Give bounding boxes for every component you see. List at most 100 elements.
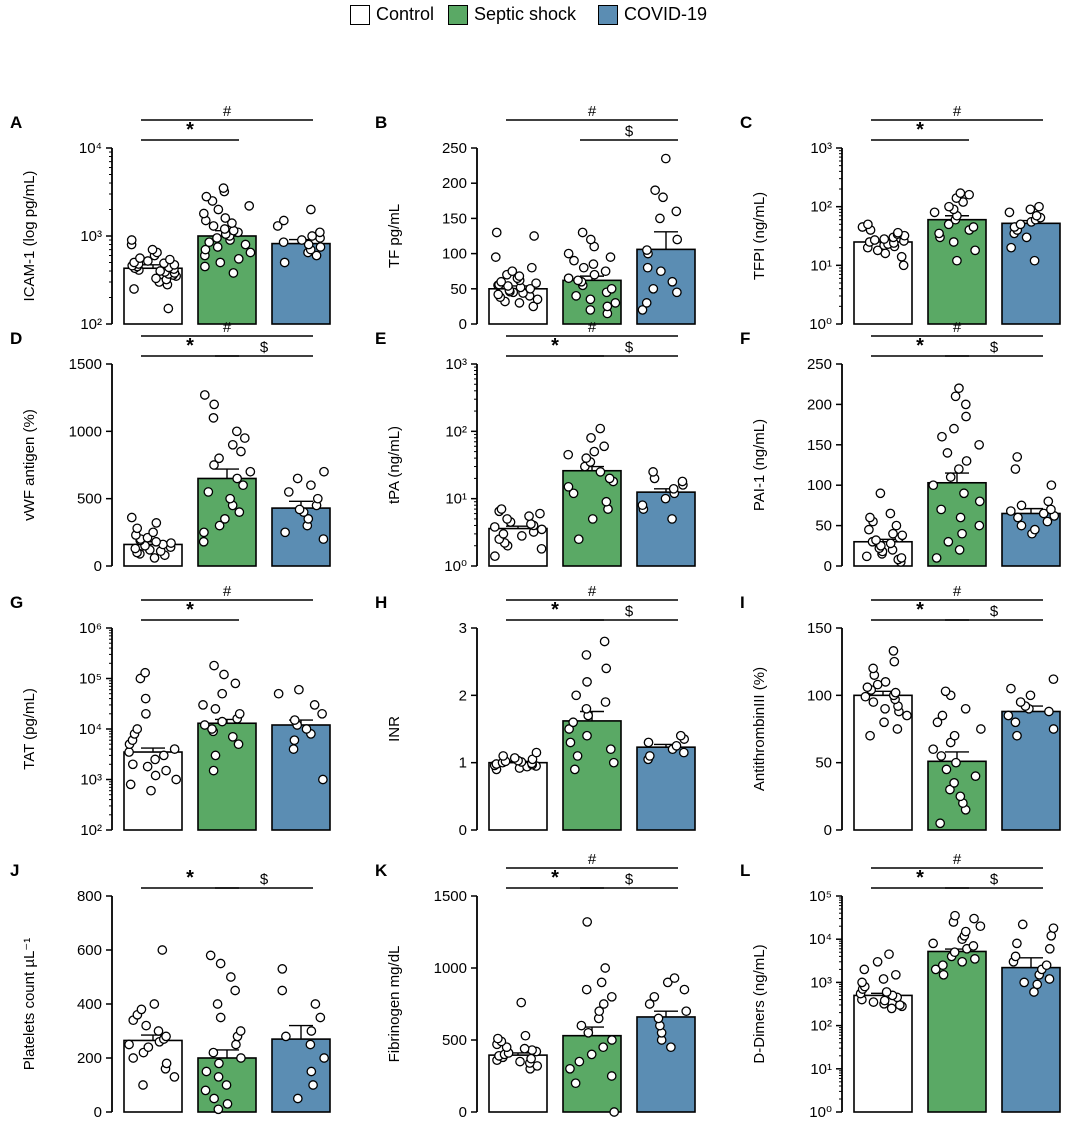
legend-item-control: Control bbox=[350, 4, 434, 25]
data-point bbox=[1043, 496, 1054, 507]
y-tick-label: 10⁰ bbox=[444, 558, 467, 575]
data-point bbox=[643, 737, 654, 748]
data-point bbox=[306, 1026, 317, 1036]
data-point bbox=[581, 984, 592, 995]
data-point bbox=[879, 234, 890, 244]
data-point bbox=[289, 735, 300, 746]
data-point bbox=[937, 431, 947, 442]
y-tick-label: 10⁰ bbox=[809, 1104, 832, 1121]
data-point bbox=[896, 553, 907, 563]
data-point bbox=[968, 941, 979, 951]
data-point bbox=[205, 950, 216, 961]
data-point bbox=[589, 446, 600, 457]
legend: Control Septic shock COVID-19 bbox=[0, 0, 1084, 30]
data-point bbox=[890, 687, 901, 698]
y-tick-label: 10² bbox=[810, 199, 832, 216]
data-point bbox=[868, 697, 879, 707]
data-point bbox=[210, 704, 221, 714]
data-point bbox=[1005, 506, 1016, 516]
data-point bbox=[132, 724, 143, 734]
y-tick-label: 10⁴ bbox=[79, 721, 102, 738]
y-axis-label: TFPI (ng/mL) bbox=[751, 192, 768, 280]
data-point bbox=[150, 770, 161, 781]
data-point bbox=[572, 751, 583, 761]
data-point bbox=[292, 473, 303, 484]
data-point bbox=[569, 255, 579, 266]
data-point bbox=[198, 700, 208, 710]
data-point bbox=[219, 224, 230, 234]
y-tick-label: 0 bbox=[94, 1104, 102, 1121]
data-point bbox=[214, 1058, 224, 1069]
data-point bbox=[889, 656, 900, 667]
data-point bbox=[1006, 683, 1016, 694]
data-point bbox=[514, 271, 525, 281]
y-tick-label: 10² bbox=[80, 822, 102, 839]
data-point bbox=[1038, 508, 1049, 519]
data-point bbox=[573, 275, 583, 286]
significance-symbol: * bbox=[186, 599, 194, 621]
significance-symbol: # bbox=[223, 319, 232, 336]
data-point bbox=[865, 512, 875, 523]
data-point bbox=[585, 305, 596, 315]
data-point bbox=[222, 1099, 233, 1109]
data-point bbox=[569, 764, 580, 775]
chart-panel-j: J 0 200 400 600 800 Platelets count µL⁻¹ * $ bbox=[10, 861, 331, 1121]
significance-symbol: * bbox=[916, 599, 924, 621]
data-point bbox=[1044, 943, 1055, 954]
data-point bbox=[585, 234, 596, 245]
legend-swatch-septic-shock bbox=[448, 4, 468, 25]
data-point bbox=[960, 926, 971, 937]
data-point bbox=[498, 529, 509, 539]
chart-panel-l: L 10⁰ 10¹ 10² 10³ 10⁴ 10⁵ D-Dimers (ng/mL) * $ # bbox=[740, 851, 1061, 1121]
data-point bbox=[214, 453, 224, 464]
data-point bbox=[1012, 938, 1022, 949]
data-point bbox=[884, 949, 894, 960]
data-point bbox=[209, 460, 219, 470]
data-point bbox=[301, 724, 312, 734]
data-point bbox=[642, 245, 652, 255]
data-point bbox=[272, 221, 283, 231]
legend-item-covid-19: COVID-19 bbox=[598, 4, 707, 25]
data-point bbox=[318, 534, 329, 544]
data-point bbox=[970, 245, 980, 256]
data-point bbox=[892, 724, 903, 734]
data-point bbox=[860, 691, 871, 702]
bar-septic-shock bbox=[927, 950, 987, 1113]
chart-panel-d: D 0 500 1000 1500 vWF antigen (%) * $ # bbox=[10, 319, 331, 575]
data-point bbox=[1025, 204, 1036, 215]
data-point bbox=[212, 233, 222, 243]
data-point bbox=[1044, 974, 1055, 984]
data-point bbox=[587, 514, 598, 524]
data-point bbox=[1025, 690, 1036, 701]
y-tick-label: 150 bbox=[807, 620, 832, 637]
data-point bbox=[130, 543, 141, 554]
data-point bbox=[974, 439, 984, 450]
data-point bbox=[1032, 979, 1043, 990]
data-point bbox=[217, 716, 228, 727]
data-point bbox=[208, 1047, 219, 1058]
data-point bbox=[648, 283, 659, 294]
y-tick-label: 50 bbox=[815, 518, 832, 535]
data-point bbox=[936, 751, 947, 761]
data-point bbox=[503, 281, 513, 291]
data-point bbox=[604, 473, 615, 484]
significance-symbol: # bbox=[223, 583, 232, 600]
data-point bbox=[277, 964, 288, 974]
y-tick-label: 0 bbox=[459, 1104, 467, 1121]
data-point bbox=[155, 266, 166, 276]
data-point bbox=[671, 740, 682, 751]
data-point bbox=[278, 215, 289, 226]
data-point bbox=[148, 527, 158, 538]
data-point bbox=[490, 252, 501, 262]
significance-symbol: # bbox=[588, 583, 597, 600]
data-point bbox=[213, 1104, 224, 1115]
legend-swatch-control bbox=[350, 4, 370, 25]
data-point bbox=[225, 493, 235, 504]
data-point bbox=[960, 703, 971, 714]
y-tick-label: 0 bbox=[824, 558, 832, 575]
significance-symbol: * bbox=[916, 335, 924, 357]
data-point bbox=[667, 276, 678, 287]
data-point bbox=[969, 954, 980, 964]
data-point bbox=[278, 237, 289, 248]
data-point bbox=[128, 1053, 139, 1063]
